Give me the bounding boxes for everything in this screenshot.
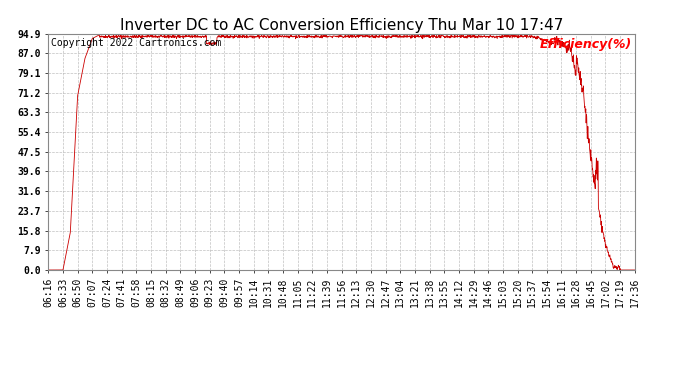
Title: Inverter DC to AC Conversion Efficiency Thu Mar 10 17:47: Inverter DC to AC Conversion Efficiency … — [120, 18, 563, 33]
Text: Efficiency(%): Efficiency(%) — [540, 39, 632, 51]
Text: Copyright 2022 Cartronics.com: Copyright 2022 Cartronics.com — [51, 39, 221, 48]
